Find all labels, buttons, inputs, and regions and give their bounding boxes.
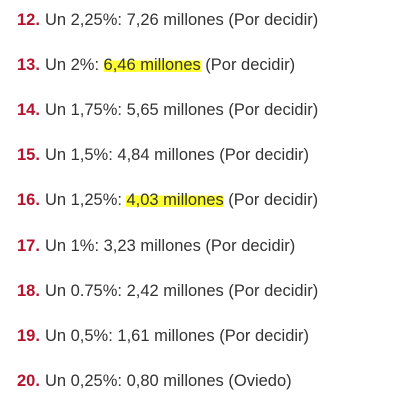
item-number: 17. xyxy=(17,236,40,255)
item-text: Un 1%: 3,23 millones (Por decidir) xyxy=(44,236,296,255)
item-number: 13. xyxy=(17,56,40,75)
item-text: Un 0,5%: 1,61 millones (Por decidir) xyxy=(44,326,310,345)
item-text: Un 1,5%: 4,84 millones (Por decidir) xyxy=(44,146,310,165)
highlighted-text: 6,46 millones xyxy=(103,56,201,75)
highlighted-text: 4,03 millones xyxy=(126,191,224,210)
list-item: 16. Un 1,25%: 4,03 millones (Por decidir) xyxy=(17,190,318,210)
list-item: 17. Un 1%: 3,23 millones (Por decidir) xyxy=(17,236,295,256)
item-number: 16. xyxy=(17,191,40,210)
item-number: 20. xyxy=(17,371,40,390)
item-number: 18. xyxy=(17,281,40,300)
item-number: 19. xyxy=(17,326,40,345)
list-item: 13. Un 2%: 6,46 millones (Por decidir) xyxy=(17,55,295,75)
item-text: Un 0,25%: 0,80 millones (Oviedo) xyxy=(44,371,292,390)
item-number: 15. xyxy=(17,146,40,165)
item-text: Un 1,75%: 5,65 millones (Por decidir) xyxy=(44,101,319,120)
list-item: 12. Un 2,25%: 7,26 millones (Por decidir) xyxy=(17,10,318,30)
list-item: 18. Un 0.75%: 2,42 millones (Por decidir) xyxy=(17,281,318,301)
item-number: 14. xyxy=(17,101,40,120)
item-note: (Por decidir) xyxy=(228,191,319,210)
list-item: 14. Un 1,75%: 5,65 millones (Por decidir) xyxy=(17,100,318,120)
list-item: 19. Un 0,5%: 1,61 millones (Por decidir) xyxy=(17,326,309,346)
item-text: Un 2,25%: 7,26 millones (Por decidir) xyxy=(44,11,319,29)
item-text: Un 2%: xyxy=(44,56,100,75)
item-note: (Por decidir) xyxy=(205,56,296,75)
item-text: Un 0.75%: 2,42 millones (Por decidir) xyxy=(44,281,319,300)
item-number: 12. xyxy=(17,11,40,29)
list-item: 15. Un 1,5%: 4,84 millones (Por decidir) xyxy=(17,145,309,165)
list-item: 20. Un 0,25%: 0,80 millones (Oviedo) xyxy=(17,371,292,391)
item-text: Un 1,25%: xyxy=(44,191,122,210)
